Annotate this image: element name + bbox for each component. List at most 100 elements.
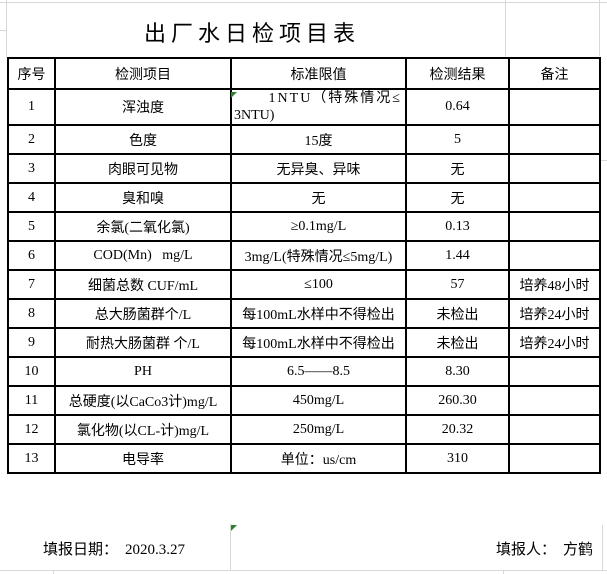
remark-cell[interactable] bbox=[508, 153, 601, 184]
header-cell-remark[interactable]: 备注 bbox=[508, 57, 601, 90]
remark-cell[interactable] bbox=[508, 124, 601, 155]
result-cell[interactable]: 0.13 bbox=[405, 211, 510, 242]
table-row: 2 色度 15度 5 bbox=[7, 124, 601, 155]
item-cell[interactable]: 电导率 bbox=[54, 443, 232, 474]
result-cell[interactable]: 57 bbox=[405, 269, 510, 300]
item-cell[interactable]: 细菌总数 CUF/mL bbox=[54, 269, 232, 300]
row-number-cell[interactable]: 8 bbox=[7, 298, 56, 329]
reporter-label: 填报人： bbox=[495, 542, 556, 558]
standard-cell[interactable]: 每100mL水样中不得检出 bbox=[230, 327, 407, 358]
table-row: 1 浑浊度 1NTU（特殊情况≤ 3NTU) 0.64 bbox=[7, 88, 601, 126]
gridline bbox=[230, 524, 231, 570]
remark-cell[interactable] bbox=[508, 182, 601, 213]
result-cell[interactable]: 5 bbox=[405, 124, 510, 155]
standard-cell[interactable]: ≥0.1mg/L bbox=[230, 211, 407, 242]
row-number-cell[interactable]: 10 bbox=[7, 356, 56, 387]
remark-cell[interactable]: 培养24小时 bbox=[508, 298, 601, 329]
row-number-cell[interactable]: 6 bbox=[7, 240, 56, 271]
item-cell[interactable]: 氯化物(以CL-计)mg/L bbox=[54, 414, 232, 445]
header-cell-no[interactable]: 序号 bbox=[7, 57, 56, 90]
standard-cell[interactable]: 15度 bbox=[230, 124, 407, 155]
gridline bbox=[53, 570, 54, 574]
remark-cell[interactable] bbox=[508, 211, 601, 242]
remark-cell[interactable] bbox=[508, 414, 601, 445]
item-cell[interactable]: 总大肠菌群个/L bbox=[54, 298, 232, 329]
item-cell[interactable]: 臭和嗅 bbox=[54, 182, 232, 213]
row-number-cell[interactable]: 12 bbox=[7, 414, 56, 445]
result-cell[interactable]: 0.64 bbox=[405, 88, 510, 126]
gridline bbox=[602, 525, 603, 570]
gridline bbox=[0, 2, 607, 3]
result-cell[interactable]: 8.30 bbox=[405, 356, 510, 387]
header-cell-item[interactable]: 检测项目 bbox=[54, 57, 232, 90]
result-cell[interactable]: 310 bbox=[405, 443, 510, 474]
table-row: 13 电导率 单位：us/cm 310 bbox=[7, 443, 601, 474]
reporter[interactable]: 填报人： 方鹤 bbox=[496, 538, 593, 559]
remark-cell[interactable] bbox=[508, 240, 601, 271]
row-number-cell[interactable]: 7 bbox=[7, 269, 56, 300]
item-cell[interactable]: COD(Mn) mg/L bbox=[54, 240, 232, 271]
gridline bbox=[6, 0, 7, 57]
item-cell[interactable]: 余氯(二氧化氯) bbox=[54, 211, 232, 242]
standard-cell[interactable]: 6.5——8.5 bbox=[230, 356, 407, 387]
remark-cell[interactable] bbox=[508, 88, 601, 126]
remark-cell[interactable] bbox=[508, 385, 601, 416]
remark-cell[interactable]: 培养24小时 bbox=[508, 327, 601, 358]
result-cell[interactable]: 未检出 bbox=[405, 298, 510, 329]
result-cell[interactable]: 260.30 bbox=[405, 385, 510, 416]
table-body: 1 浑浊度 1NTU（特殊情况≤ 3NTU) 0.64 2 色度 15度 5 3 肉眼可见物 无异臭、… bbox=[7, 88, 601, 474]
item-cell[interactable]: 浑浊度 bbox=[54, 88, 232, 126]
item-cell[interactable]: 色度 bbox=[54, 124, 232, 155]
standard-cell[interactable]: 单位：us/cm bbox=[230, 443, 407, 474]
result-cell[interactable]: 无 bbox=[405, 153, 510, 184]
remark-cell[interactable] bbox=[508, 356, 601, 387]
table-row: 7 细菌总数 CUF/mL ≤100 57 培养48小时 bbox=[7, 269, 601, 300]
item-cell[interactable]: 总硬度(以CaCo3计)mg/L bbox=[54, 385, 232, 416]
standard-cell[interactable]: 3mg/L(特殊情况≤5mg/L) bbox=[230, 240, 407, 271]
row-number-cell[interactable]: 3 bbox=[7, 153, 56, 184]
row-number-cell[interactable]: 4 bbox=[7, 182, 56, 213]
standard-cell[interactable]: 450mg/L bbox=[230, 385, 407, 416]
standard-cell[interactable]: 每100mL水样中不得检出 bbox=[230, 298, 407, 329]
remark-cell[interactable]: 培养48小时 bbox=[508, 269, 601, 300]
gridline bbox=[599, 0, 600, 56]
header-cell-result[interactable]: 检测结果 bbox=[405, 57, 510, 90]
table-row: 12 氯化物(以CL-计)mg/L 250mg/L 20.32 bbox=[7, 414, 601, 445]
table-row: 11 总硬度(以CaCo3计)mg/L 450mg/L 260.30 bbox=[7, 385, 601, 416]
row-number-cell[interactable]: 5 bbox=[7, 211, 56, 242]
standard-cell[interactable]: ≤100 bbox=[230, 269, 407, 300]
row-number-cell[interactable]: 13 bbox=[7, 443, 56, 474]
table-row: 4 臭和嗅无无 bbox=[7, 182, 601, 213]
item-cell[interactable]: 肉眼可见物 bbox=[54, 153, 232, 184]
gridline bbox=[0, 570, 607, 571]
table-row: 9 耐热大肠菌群 个/L 每100mL水样中不得检出 未检出 培养24小时 bbox=[7, 327, 601, 358]
header-cell-standard[interactable]: 标准限值 bbox=[230, 57, 407, 90]
gridline bbox=[505, 0, 506, 56]
page-title[interactable]: 出厂水日检项目表 bbox=[143, 21, 360, 46]
gridline bbox=[0, 30, 7, 31]
result-cell[interactable]: 无 bbox=[405, 182, 510, 213]
result-cell[interactable]: 未检出 bbox=[405, 327, 510, 358]
table-row: 3 肉眼可见物 无异臭、异味无 bbox=[7, 153, 601, 184]
standard-cell[interactable]: 1NTU（特殊情况≤ 3NTU) bbox=[230, 88, 407, 126]
standard-cell[interactable]: 无异臭、异味 bbox=[230, 153, 407, 184]
table-row: 8 总大肠菌群个/L 每100mL水样中不得检出 未检出 培养24小时 bbox=[7, 298, 601, 329]
cell-error-indicator bbox=[231, 525, 237, 531]
result-cell[interactable]: 1.44 bbox=[405, 240, 510, 271]
report-date[interactable]: 填报日期： 2020.3.27 bbox=[43, 538, 185, 559]
item-cell[interactable]: PH bbox=[54, 356, 232, 387]
table-row: 10 PH 6.5——8.5 8.30 bbox=[7, 356, 601, 387]
cell-error-indicator bbox=[231, 92, 237, 98]
item-cell[interactable]: 耐热大肠菌群 个/L bbox=[54, 327, 232, 358]
row-number-cell[interactable]: 1 bbox=[7, 88, 56, 126]
standard-cell[interactable]: 250mg/L bbox=[230, 414, 407, 445]
result-cell[interactable]: 20.32 bbox=[405, 414, 510, 445]
row-number-cell[interactable]: 11 bbox=[7, 385, 56, 416]
gridline bbox=[503, 570, 504, 574]
row-number-cell[interactable]: 9 bbox=[7, 327, 56, 358]
row-number-cell[interactable]: 2 bbox=[7, 124, 56, 155]
table-row: 5 余氯(二氧化氯) ≥0.1mg/L 0.13 bbox=[7, 211, 601, 242]
remark-cell[interactable] bbox=[508, 443, 601, 474]
standard-cell[interactable]: 无 bbox=[230, 182, 407, 213]
